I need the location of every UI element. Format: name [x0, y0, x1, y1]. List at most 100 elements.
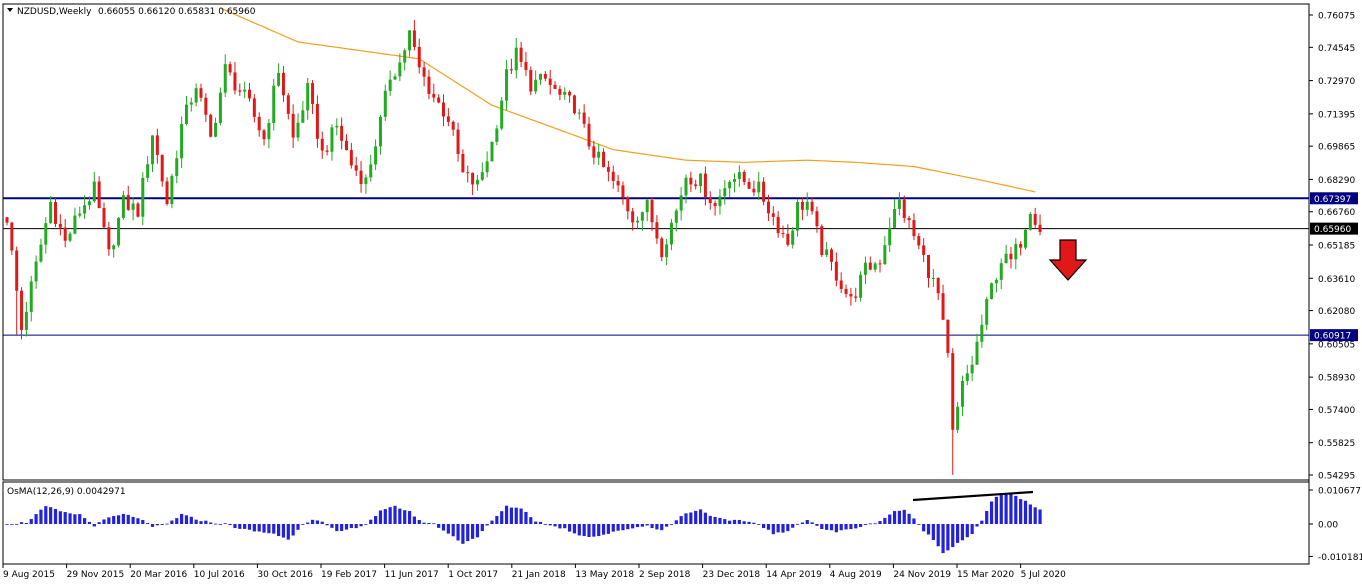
- candle: [810, 197, 814, 215]
- osma-bar: [315, 520, 319, 524]
- candle: [97, 176, 101, 209]
- osma-bar: [412, 516, 416, 524]
- svg-text:15 Mar 2020: 15 Mar 2020: [957, 570, 1014, 580]
- candle: [480, 162, 484, 182]
- osma-bar: [320, 521, 324, 524]
- candle: [742, 169, 746, 186]
- candle: [975, 333, 979, 365]
- svg-text:0.66760: 0.66760: [1318, 208, 1355, 218]
- candle: [63, 219, 67, 248]
- candle: [155, 128, 159, 164]
- osma-bar: [53, 508, 58, 524]
- osma-bar: [989, 501, 994, 524]
- osma-bar: [228, 524, 232, 526]
- candle: [374, 139, 378, 171]
- osma-bar: [243, 524, 247, 529]
- candle: [83, 195, 87, 219]
- osma-bar: [437, 524, 441, 528]
- candle: [572, 94, 576, 115]
- osma-bar: [732, 519, 737, 524]
- candle: [330, 124, 334, 161]
- osma-bar: [24, 522, 28, 524]
- osma-bar: [441, 524, 446, 531]
- candle: [204, 93, 208, 122]
- svg-text:4 Aug 2019: 4 Aug 2019: [830, 570, 882, 580]
- osma-bar: [1004, 494, 1008, 524]
- candle: [1004, 244, 1008, 264]
- osma-bar: [136, 518, 140, 524]
- candle: [703, 166, 707, 206]
- osma-bar: [340, 524, 344, 531]
- candle: [834, 252, 838, 287]
- candle: [194, 83, 198, 107]
- osma-bar: [427, 522, 431, 524]
- down-arrow-annotation: [1048, 239, 1088, 281]
- candle: [378, 114, 382, 155]
- candle: [165, 177, 169, 206]
- candle: [471, 172, 475, 196]
- osma-bar: [199, 521, 203, 524]
- candle: [320, 131, 324, 159]
- candle: [39, 238, 43, 263]
- candle: [771, 206, 775, 226]
- osma-tick: 0.0106771: [1309, 487, 1362, 497]
- ma-line: [220, 7, 1036, 193]
- candle: [301, 101, 305, 124]
- candle: [359, 161, 363, 193]
- candle: [446, 108, 450, 127]
- price-tick: 0.69865: [1309, 143, 1355, 153]
- candle: [713, 200, 717, 216]
- candle: [606, 161, 610, 182]
- svg-text:0.74545: 0.74545: [1318, 44, 1355, 54]
- candle: [24, 301, 28, 337]
- osma-bar: [703, 512, 707, 524]
- osma-bar: [504, 505, 509, 524]
- candle: [490, 141, 494, 162]
- candle: [277, 63, 281, 87]
- osma-bar: [15, 523, 19, 525]
- osma-bar: [189, 516, 193, 524]
- candle: [209, 113, 213, 138]
- svg-text:0.58930: 0.58930: [1318, 374, 1355, 384]
- candle: [87, 196, 91, 210]
- osma-bar: [548, 524, 552, 526]
- osma-bar: [868, 523, 872, 525]
- candle: [233, 62, 237, 95]
- osma-bar: [922, 524, 926, 532]
- osma-bar: [694, 510, 698, 524]
- candle: [325, 145, 329, 156]
- osma-bar: [815, 524, 819, 526]
- osma-bar: [844, 524, 848, 530]
- osma-bar: [335, 524, 339, 532]
- osma-bar: [825, 524, 829, 530]
- candle: [665, 238, 669, 266]
- osma-bar: [1033, 507, 1037, 524]
- candle: [796, 199, 800, 237]
- osma-bar: [941, 524, 945, 554]
- svg-text:0.68290: 0.68290: [1318, 176, 1355, 186]
- osma-bar: [39, 509, 43, 524]
- svg-text:2 Sep 2018: 2 Sep 2018: [639, 570, 691, 580]
- price-tick: 0.72970: [1309, 77, 1355, 87]
- osma-bar: [480, 524, 484, 532]
- candle: [136, 202, 140, 218]
- candle: [475, 174, 479, 191]
- osma-bar: [655, 524, 659, 530]
- osma-bar: [330, 524, 334, 528]
- candle: [432, 83, 436, 103]
- osma-bar: [112, 516, 116, 524]
- candle: [398, 53, 402, 82]
- osma-bar: [863, 524, 868, 525]
- osma-bar: [432, 523, 436, 525]
- candle: [587, 116, 591, 150]
- osma-bar: [854, 524, 858, 529]
- date-tick: 23 Dec 2018: [702, 564, 760, 580]
- date-tick: 29 Nov 2015: [66, 564, 124, 580]
- price-tick: 0.74545: [1309, 44, 1355, 54]
- osma-bar: [616, 524, 620, 531]
- osma-bar: [543, 524, 547, 525]
- candle: [859, 271, 863, 302]
- candle: [68, 231, 72, 243]
- level-value: 0.60917: [1314, 332, 1351, 342]
- candle: [534, 70, 538, 95]
